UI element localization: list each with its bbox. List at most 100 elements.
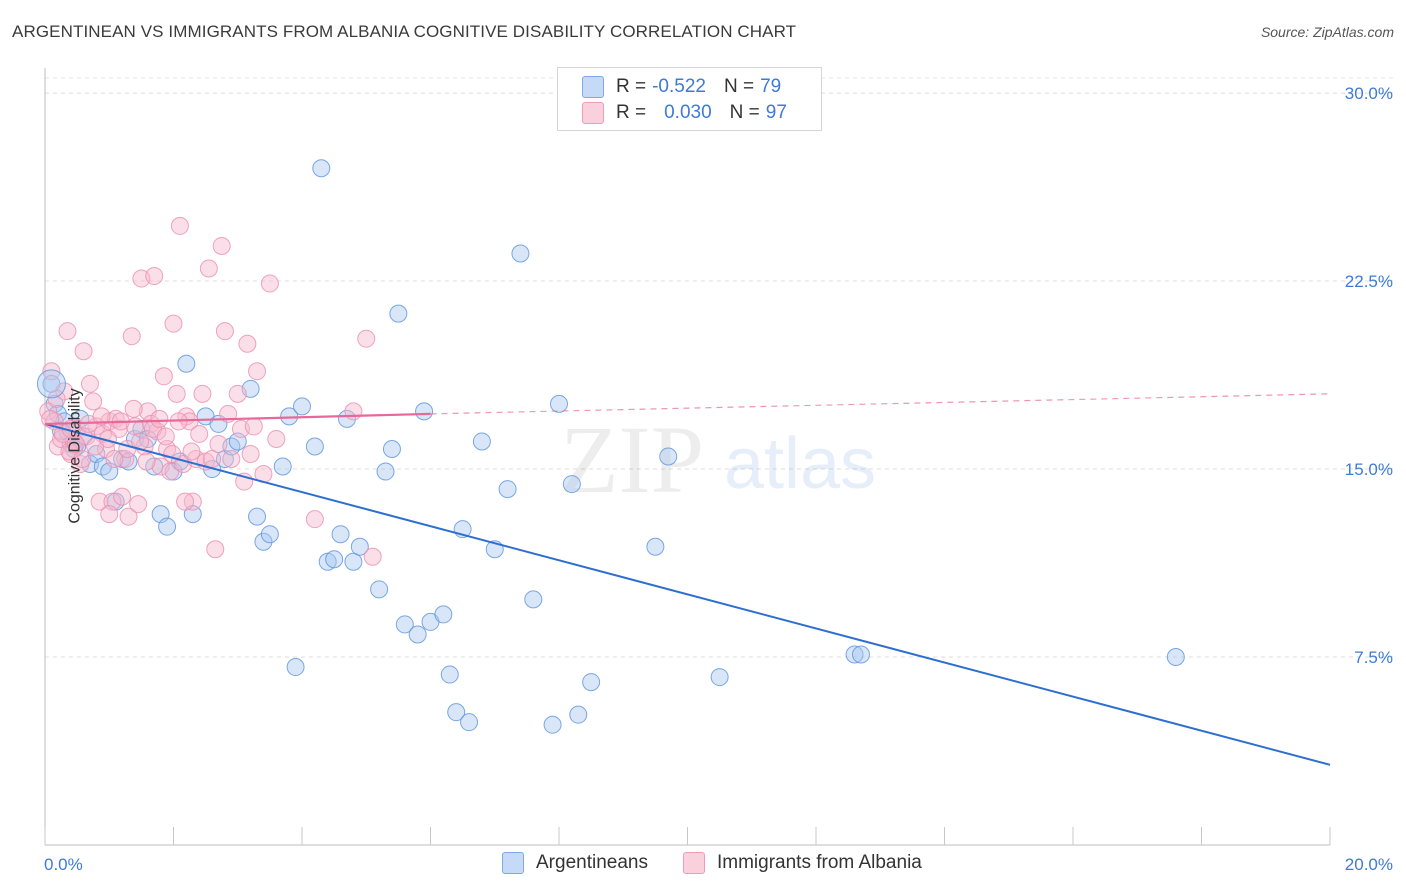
albania-point [80, 374, 99, 393]
albania-point [212, 236, 231, 255]
albania-point [182, 442, 201, 461]
albania-point [238, 334, 257, 353]
albania-point [84, 392, 103, 411]
n-value: 79 [760, 76, 782, 97]
gridlines [45, 77, 1393, 658]
argentineans-point [434, 605, 453, 624]
albania-point [39, 402, 58, 421]
albania-point [215, 322, 234, 341]
albania-point [151, 457, 170, 476]
x-tick-label: 0.0% [44, 855, 83, 874]
argentineans-point [472, 432, 491, 451]
n-label: N = [729, 102, 760, 123]
albania-point [260, 274, 279, 293]
axes [44, 68, 1331, 846]
argentineans-point [1166, 648, 1185, 667]
argentineans-point [254, 532, 273, 551]
legend-swatch-blue [502, 852, 524, 874]
albania-point [167, 384, 186, 403]
albania-point [203, 450, 222, 469]
r-label: R = [616, 102, 647, 123]
albania-point [100, 505, 119, 524]
argentineans-point [260, 525, 279, 544]
albania-point [73, 450, 92, 469]
argentineans-point [710, 668, 729, 687]
legend-swatch-blue [582, 76, 604, 98]
argentineans-point [395, 615, 414, 634]
argentineans-point [344, 552, 363, 571]
albania-point [55, 382, 74, 401]
albania-point [241, 444, 260, 463]
albania-point [113, 487, 132, 506]
argentineans-point [337, 409, 356, 428]
legend-swatch-pink [582, 102, 604, 124]
legend-label: Immigrants from Albania [717, 852, 922, 873]
argentineans-point [646, 537, 665, 556]
y-axis-label: Cognitive Disability [66, 388, 84, 524]
albania-point [190, 424, 209, 443]
n-value: 97 [765, 102, 787, 123]
argentineans-point [582, 673, 601, 692]
argentineans-point [305, 437, 324, 456]
argentineans-point [550, 394, 568, 413]
tick-labels: 7.5% 15.0% 22.5% 30.0% 0.0% 20.0% [44, 84, 1393, 874]
watermark-atlas: atlas [724, 424, 876, 504]
y-tick-label: 30.0% [1345, 84, 1393, 103]
albania-trend-extension [430, 393, 1331, 415]
argentineans-point [376, 462, 395, 481]
legend-item-albania: Immigrants from Albania [683, 852, 922, 874]
argentineans-point [370, 580, 389, 599]
argentineans-point [460, 713, 479, 732]
legend-row-argentineans: R = -0.522 N = 79 [582, 75, 781, 99]
albania-point [193, 384, 212, 403]
series-legend: Argentineans Immigrants from Albania [0, 852, 1406, 876]
albania-point [124, 399, 143, 418]
argentineans-point [569, 705, 588, 724]
correlation-legend: R = -0.522 N = 79 R = 0.030 N = 97 [557, 67, 822, 131]
albania-point [122, 327, 141, 346]
albania-point [137, 452, 156, 471]
argentineans-point [851, 645, 870, 664]
r-value: -0.522 [652, 76, 706, 97]
argentineans-point [447, 703, 466, 722]
albania-point [42, 362, 61, 381]
albania-point [119, 507, 138, 526]
legend-label: Argentineans [536, 852, 648, 873]
argentineans-point [36, 369, 66, 399]
argentineans-point [511, 244, 530, 263]
albania-point [228, 384, 247, 403]
argentineans-point [440, 665, 459, 684]
argentineans-point [350, 537, 369, 556]
trend-lines [44, 393, 1331, 766]
albania-point [105, 450, 124, 469]
albania-point [58, 322, 77, 341]
argentineans-point [659, 447, 678, 466]
albania-point [156, 427, 175, 446]
albania-point [222, 450, 241, 469]
argentineans-point [248, 507, 267, 526]
albania-point [305, 510, 324, 529]
legend-item-argentineans: Argentineans [502, 852, 648, 874]
albania-point [267, 429, 286, 448]
argentineans-point [158, 517, 177, 536]
y-tick-label: 15.0% [1345, 460, 1393, 479]
argentineans-point [382, 439, 401, 458]
albania-point [150, 409, 169, 428]
albania-point [183, 492, 202, 511]
watermark-zip: ZIP [560, 406, 704, 513]
n-label: N = [723, 76, 755, 97]
y-tick-label: 22.5% [1345, 272, 1393, 291]
argentineans-point [389, 304, 408, 323]
albania-point [145, 267, 164, 286]
argentineans-point [543, 715, 562, 734]
albania-point [357, 329, 376, 348]
albania-point [344, 402, 363, 421]
albania-trend-line [44, 412, 431, 426]
albania-point [206, 540, 225, 559]
y-tick-label: 7.5% [1354, 648, 1393, 667]
albania-point [170, 216, 189, 235]
albania-point [164, 314, 183, 333]
albania-point [248, 362, 267, 381]
argentineans-point [415, 402, 434, 421]
